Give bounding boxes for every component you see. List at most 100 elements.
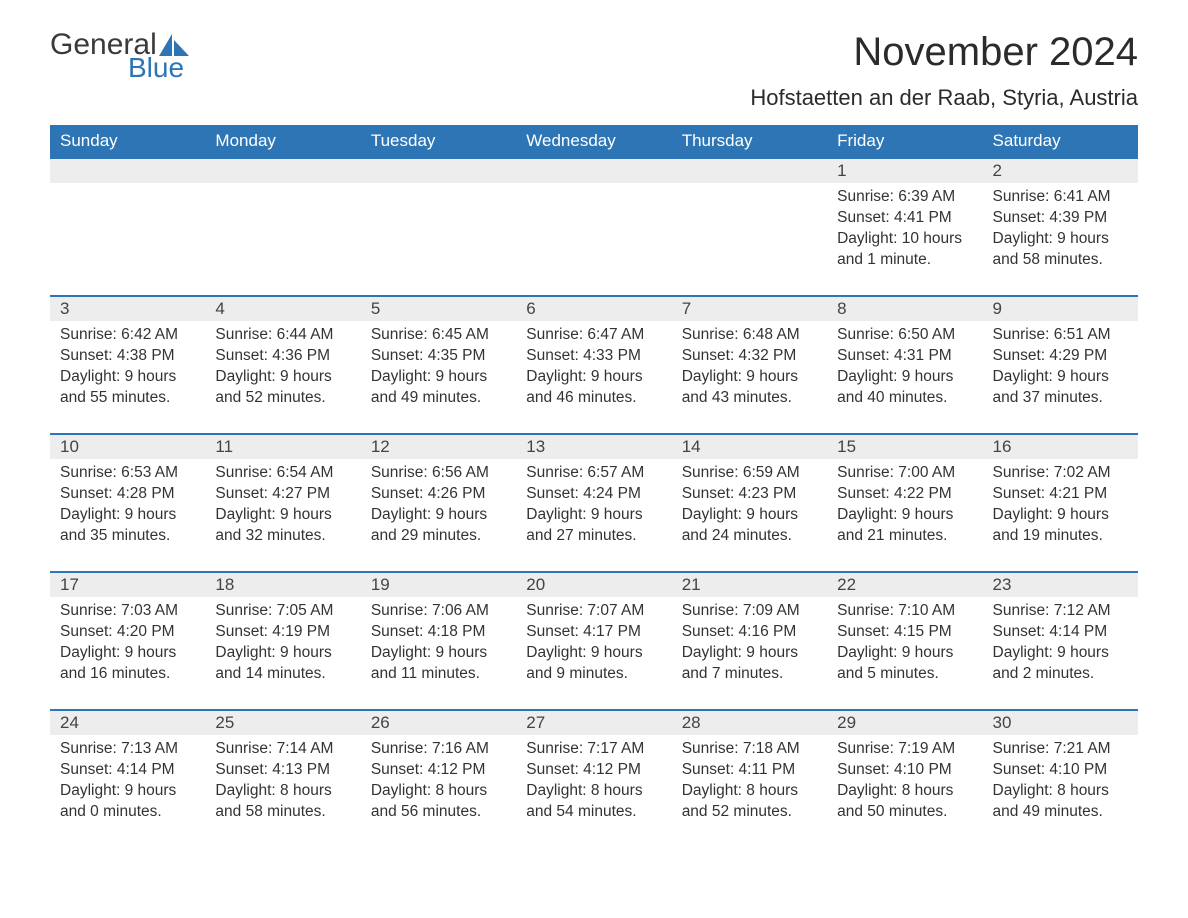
- day-body: Sunrise: 7:18 AMSunset: 4:11 PMDaylight:…: [672, 735, 827, 831]
- sunrise-text: Sunrise: 6:50 AM: [837, 325, 972, 346]
- calendar-week-row: 3Sunrise: 6:42 AMSunset: 4:38 PMDaylight…: [50, 296, 1138, 434]
- calendar-empty-cell: [516, 158, 671, 296]
- sunrise-text: Sunrise: 7:10 AM: [837, 601, 972, 622]
- day-number: 20: [516, 573, 671, 597]
- day-body: Sunrise: 7:17 AMSunset: 4:12 PMDaylight:…: [516, 735, 671, 831]
- daylight-text: Daylight: 9 hours and 49 minutes.: [371, 367, 506, 409]
- daylight-text: Daylight: 9 hours and 58 minutes.: [993, 229, 1128, 271]
- calendar-day-cell: 14Sunrise: 6:59 AMSunset: 4:23 PMDayligh…: [672, 434, 827, 572]
- weekday-header: Monday: [205, 125, 360, 158]
- sunset-text: Sunset: 4:29 PM: [993, 346, 1128, 367]
- weekday-header: Sunday: [50, 125, 205, 158]
- sunset-text: Sunset: 4:17 PM: [526, 622, 661, 643]
- sunrise-text: Sunrise: 7:02 AM: [993, 463, 1128, 484]
- sunrise-text: Sunrise: 6:53 AM: [60, 463, 195, 484]
- day-number: 4: [205, 297, 360, 321]
- logo-text-blue: Blue: [128, 54, 189, 82]
- calendar-day-cell: 23Sunrise: 7:12 AMSunset: 4:14 PMDayligh…: [983, 572, 1138, 710]
- daylight-text: Daylight: 9 hours and 5 minutes.: [837, 643, 972, 685]
- calendar-day-cell: 30Sunrise: 7:21 AMSunset: 4:10 PMDayligh…: [983, 710, 1138, 848]
- sunset-text: Sunset: 4:38 PM: [60, 346, 195, 367]
- calendar-empty-cell: [205, 158, 360, 296]
- daylight-text: Daylight: 9 hours and 40 minutes.: [837, 367, 972, 409]
- logo-sail-icon: [159, 34, 189, 56]
- sunrise-text: Sunrise: 7:12 AM: [993, 601, 1128, 622]
- sunrise-text: Sunrise: 6:39 AM: [837, 187, 972, 208]
- daylight-text: Daylight: 9 hours and 9 minutes.: [526, 643, 661, 685]
- day-body: Sunrise: 6:44 AMSunset: 4:36 PMDaylight:…: [205, 321, 360, 417]
- day-number: 3: [50, 297, 205, 321]
- daylight-text: Daylight: 10 hours and 1 minute.: [837, 229, 972, 271]
- day-number: 28: [672, 711, 827, 735]
- calendar-day-cell: 16Sunrise: 7:02 AMSunset: 4:21 PMDayligh…: [983, 434, 1138, 572]
- daylight-text: Daylight: 9 hours and 7 minutes.: [682, 643, 817, 685]
- calendar-day-cell: 7Sunrise: 6:48 AMSunset: 4:32 PMDaylight…: [672, 296, 827, 434]
- calendar-day-cell: 6Sunrise: 6:47 AMSunset: 4:33 PMDaylight…: [516, 296, 671, 434]
- day-body: Sunrise: 7:10 AMSunset: 4:15 PMDaylight:…: [827, 597, 982, 693]
- calendar-day-cell: 4Sunrise: 6:44 AMSunset: 4:36 PMDaylight…: [205, 296, 360, 434]
- daylight-text: Daylight: 8 hours and 56 minutes.: [371, 781, 506, 823]
- day-number: 22: [827, 573, 982, 597]
- day-number: 16: [983, 435, 1138, 459]
- calendar-day-cell: 11Sunrise: 6:54 AMSunset: 4:27 PMDayligh…: [205, 434, 360, 572]
- daylight-text: Daylight: 9 hours and 11 minutes.: [371, 643, 506, 685]
- day-number: 17: [50, 573, 205, 597]
- sunrise-text: Sunrise: 6:54 AM: [215, 463, 350, 484]
- sunset-text: Sunset: 4:10 PM: [837, 760, 972, 781]
- day-number: 15: [827, 435, 982, 459]
- day-body: Sunrise: 6:51 AMSunset: 4:29 PMDaylight:…: [983, 321, 1138, 417]
- sunrise-text: Sunrise: 7:16 AM: [371, 739, 506, 760]
- sunset-text: Sunset: 4:22 PM: [837, 484, 972, 505]
- day-number: 1: [827, 159, 982, 183]
- logo: General Blue: [50, 30, 189, 82]
- empty-daynum: [361, 159, 516, 183]
- day-number: 29: [827, 711, 982, 735]
- day-body: Sunrise: 6:39 AMSunset: 4:41 PMDaylight:…: [827, 183, 982, 279]
- sunset-text: Sunset: 4:14 PM: [993, 622, 1128, 643]
- day-body: Sunrise: 6:41 AMSunset: 4:39 PMDaylight:…: [983, 183, 1138, 279]
- day-number: 14: [672, 435, 827, 459]
- day-body: Sunrise: 7:06 AMSunset: 4:18 PMDaylight:…: [361, 597, 516, 693]
- sunset-text: Sunset: 4:41 PM: [837, 208, 972, 229]
- calendar-day-cell: 2Sunrise: 6:41 AMSunset: 4:39 PMDaylight…: [983, 158, 1138, 296]
- empty-daynum: [672, 159, 827, 183]
- calendar-week-row: 24Sunrise: 7:13 AMSunset: 4:14 PMDayligh…: [50, 710, 1138, 848]
- calendar-table: Sunday Monday Tuesday Wednesday Thursday…: [50, 125, 1138, 848]
- day-number: 26: [361, 711, 516, 735]
- calendar-day-cell: 20Sunrise: 7:07 AMSunset: 4:17 PMDayligh…: [516, 572, 671, 710]
- sunrise-text: Sunrise: 6:45 AM: [371, 325, 506, 346]
- calendar-day-cell: 9Sunrise: 6:51 AMSunset: 4:29 PMDaylight…: [983, 296, 1138, 434]
- day-number: 7: [672, 297, 827, 321]
- day-number: 24: [50, 711, 205, 735]
- calendar-day-cell: 8Sunrise: 6:50 AMSunset: 4:31 PMDaylight…: [827, 296, 982, 434]
- sunset-text: Sunset: 4:28 PM: [60, 484, 195, 505]
- weekday-header: Saturday: [983, 125, 1138, 158]
- sunrise-text: Sunrise: 7:00 AM: [837, 463, 972, 484]
- empty-daynum: [205, 159, 360, 183]
- daylight-text: Daylight: 9 hours and 35 minutes.: [60, 505, 195, 547]
- sunrise-text: Sunrise: 6:57 AM: [526, 463, 661, 484]
- sunset-text: Sunset: 4:39 PM: [993, 208, 1128, 229]
- calendar-day-cell: 10Sunrise: 6:53 AMSunset: 4:28 PMDayligh…: [50, 434, 205, 572]
- day-body: Sunrise: 6:48 AMSunset: 4:32 PMDaylight:…: [672, 321, 827, 417]
- sunrise-text: Sunrise: 6:47 AM: [526, 325, 661, 346]
- day-number: 18: [205, 573, 360, 597]
- sunset-text: Sunset: 4:11 PM: [682, 760, 817, 781]
- day-body: Sunrise: 7:13 AMSunset: 4:14 PMDaylight:…: [50, 735, 205, 831]
- sunset-text: Sunset: 4:14 PM: [60, 760, 195, 781]
- daylight-text: Daylight: 9 hours and 19 minutes.: [993, 505, 1128, 547]
- day-body: Sunrise: 7:19 AMSunset: 4:10 PMDaylight:…: [827, 735, 982, 831]
- day-body: Sunrise: 6:59 AMSunset: 4:23 PMDaylight:…: [672, 459, 827, 555]
- day-number: 23: [983, 573, 1138, 597]
- daylight-text: Daylight: 9 hours and 0 minutes.: [60, 781, 195, 823]
- sunset-text: Sunset: 4:35 PM: [371, 346, 506, 367]
- sunrise-text: Sunrise: 7:06 AM: [371, 601, 506, 622]
- weekday-header-row: Sunday Monday Tuesday Wednesday Thursday…: [50, 125, 1138, 158]
- calendar-day-cell: 18Sunrise: 7:05 AMSunset: 4:19 PMDayligh…: [205, 572, 360, 710]
- day-body: Sunrise: 7:09 AMSunset: 4:16 PMDaylight:…: [672, 597, 827, 693]
- sunset-text: Sunset: 4:23 PM: [682, 484, 817, 505]
- empty-daynum: [50, 159, 205, 183]
- calendar-day-cell: 15Sunrise: 7:00 AMSunset: 4:22 PMDayligh…: [827, 434, 982, 572]
- day-body: Sunrise: 6:47 AMSunset: 4:33 PMDaylight:…: [516, 321, 671, 417]
- sunrise-text: Sunrise: 7:05 AM: [215, 601, 350, 622]
